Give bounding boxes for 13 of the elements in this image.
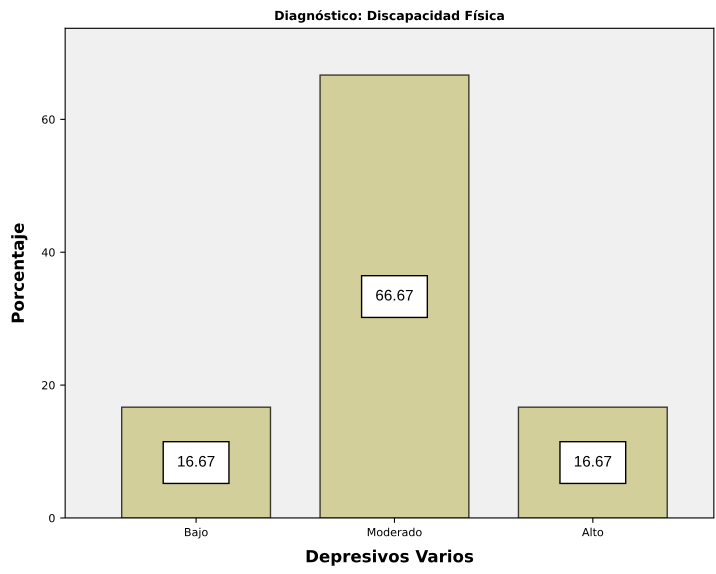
- x-tick-label: Moderado: [368, 528, 422, 536]
- data-label: 66.67: [376, 290, 413, 301]
- y-tick-label: 40: [42, 248, 55, 257]
- y-axis-title: Porcentaje: [11, 223, 28, 322]
- y-tick-label: 20: [42, 381, 55, 390]
- data-label: 16.67: [574, 456, 612, 467]
- x-axis-title: Depresivos Varios: [306, 550, 474, 566]
- y-tick-label: 0: [49, 514, 55, 522]
- y-tick-label: 60: [42, 115, 55, 124]
- x-tick-label: Alto: [582, 528, 604, 536]
- x-tick-label: Bajo: [185, 528, 208, 538]
- data-label: 16.67: [178, 456, 214, 467]
- chart-title: Diagnóstico: Discapacidad Física: [275, 10, 504, 23]
